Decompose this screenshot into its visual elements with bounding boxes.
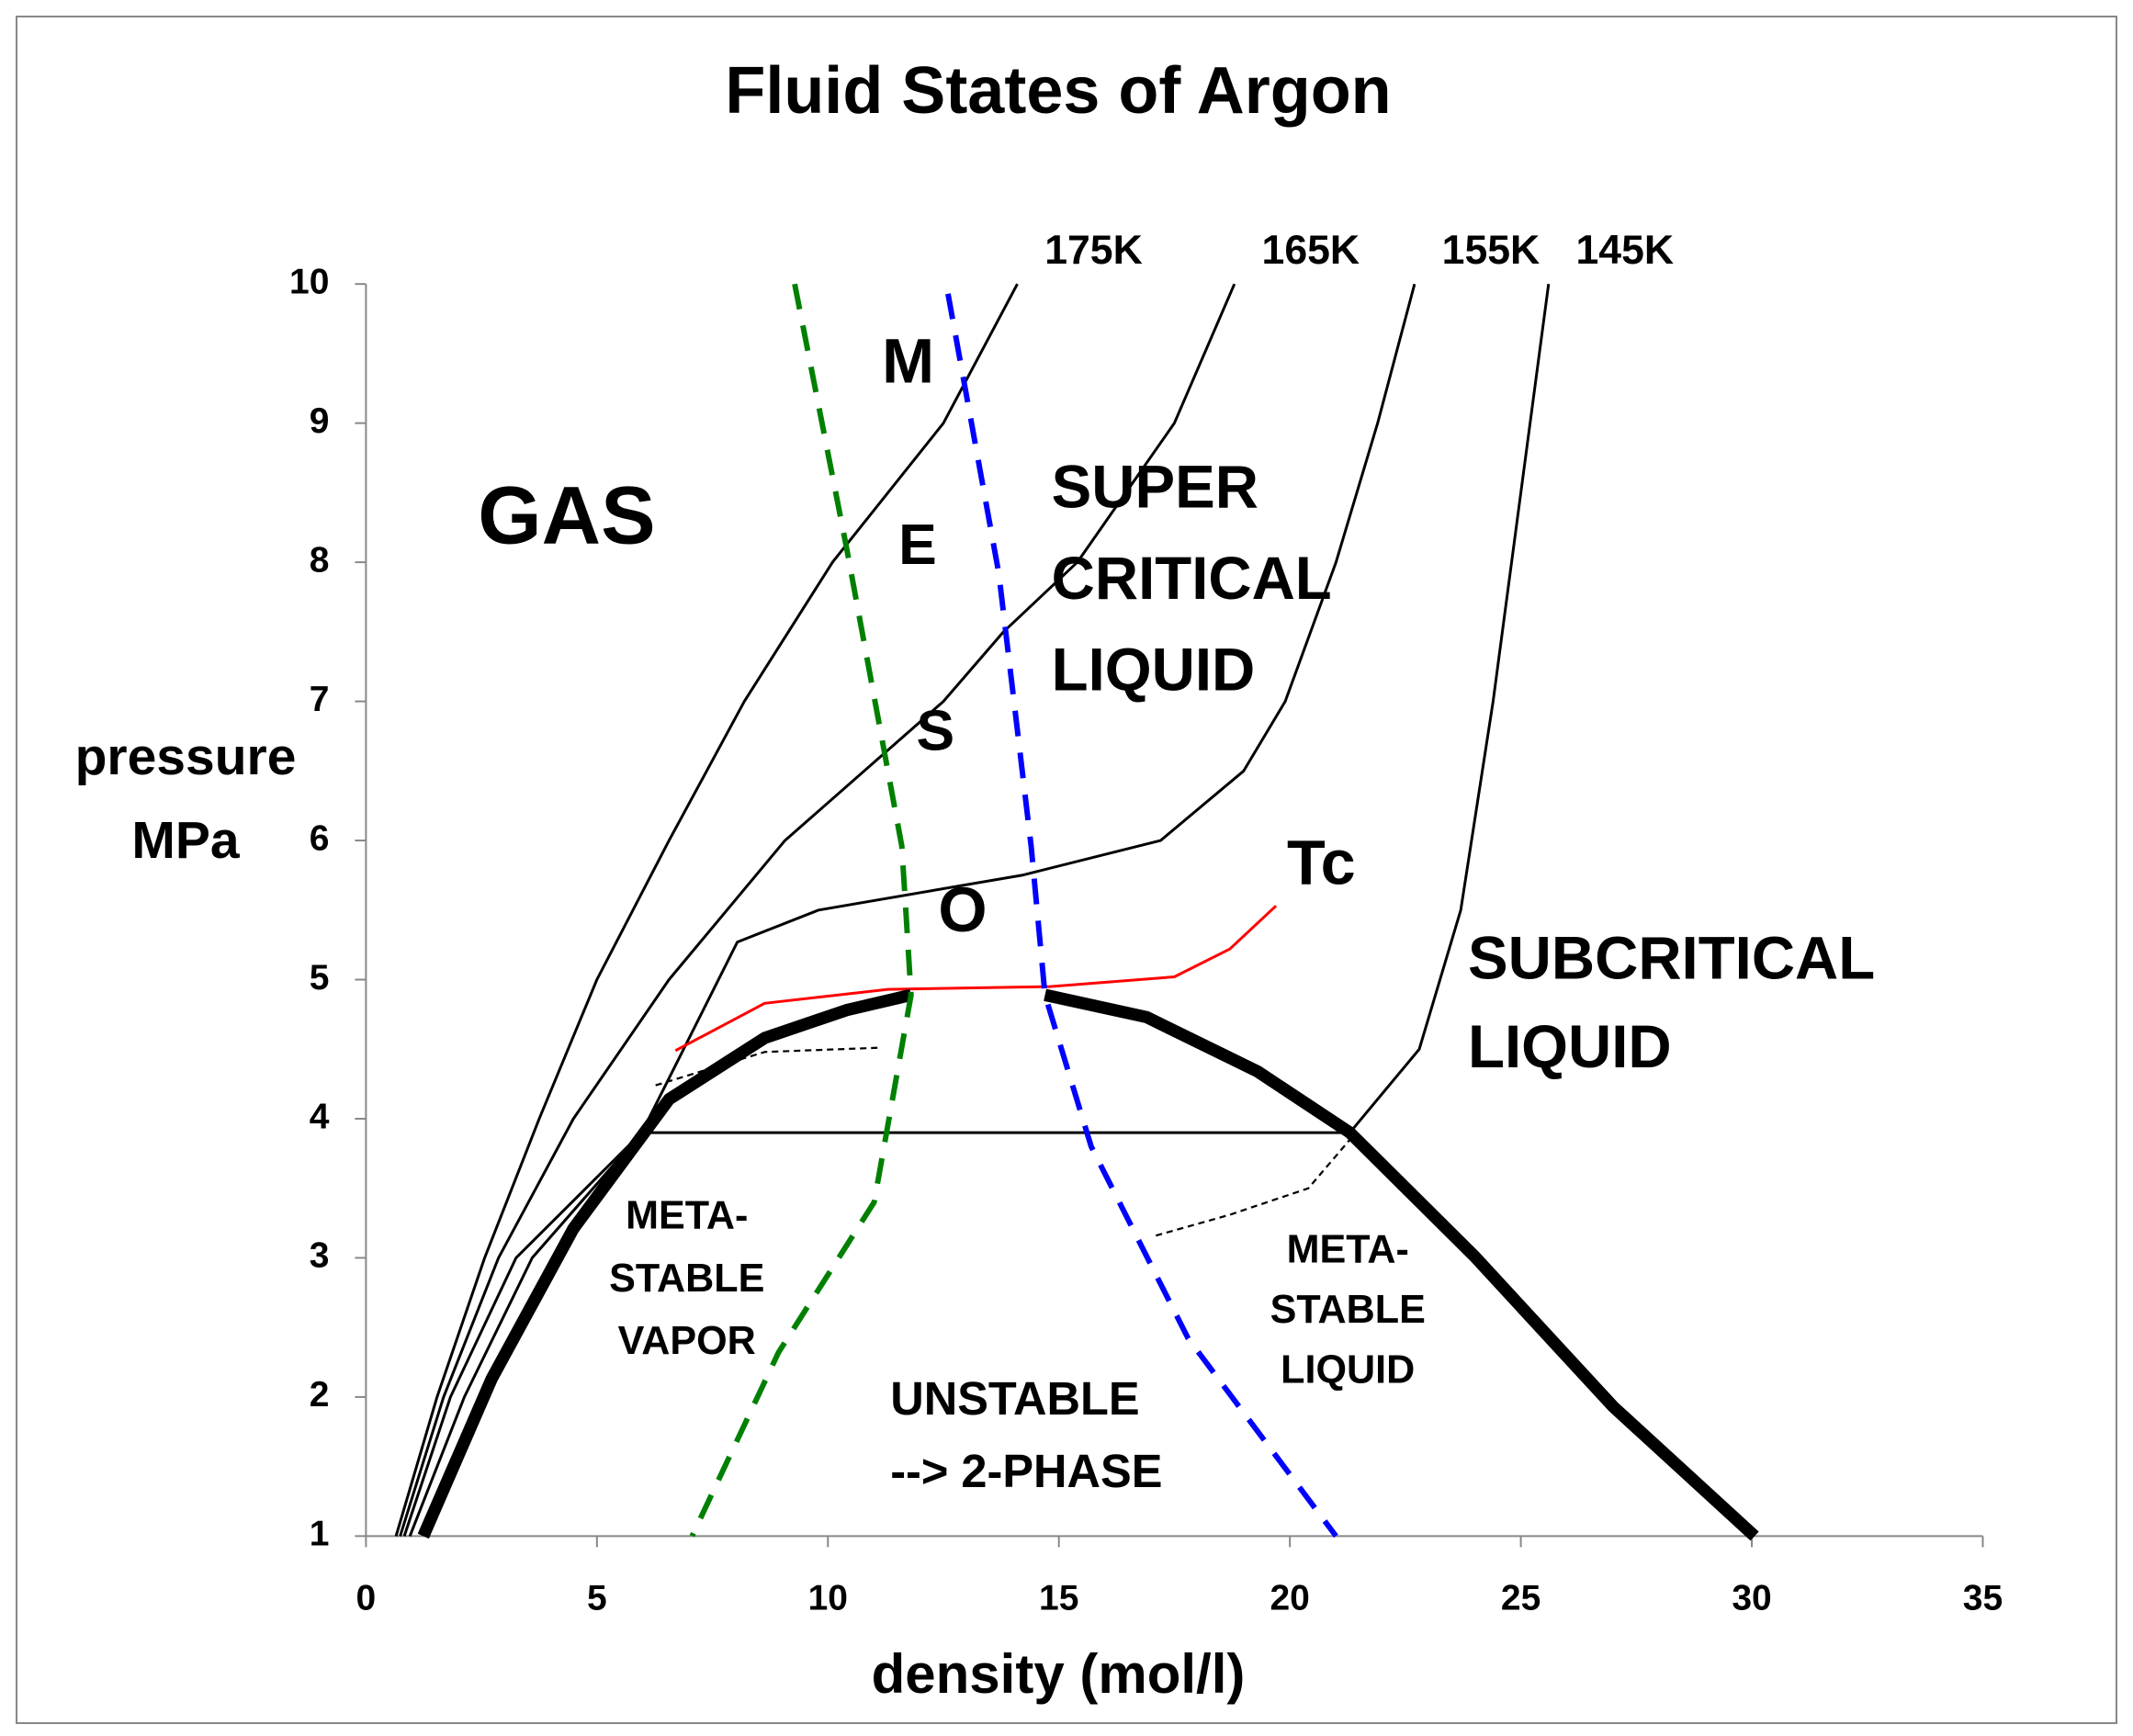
- series-line: [655, 1046, 879, 1087]
- annotation: LIQUID: [1052, 637, 1256, 704]
- y-tick-label: 9: [310, 401, 330, 441]
- x-tick-label: 15: [1039, 1579, 1078, 1618]
- annotation: SUBCRITICAL: [1468, 924, 1875, 991]
- series-label: 165K: [1262, 228, 1360, 273]
- annotation: --> 2-PHASE: [890, 1445, 1162, 1497]
- series-line: [689, 283, 914, 1538]
- series-line: [1044, 988, 1759, 1541]
- series-line: [408, 284, 1551, 1537]
- series-line: [402, 283, 1416, 1537]
- y-tick-label: 2: [310, 1375, 330, 1415]
- x-tick-label: 20: [1270, 1579, 1309, 1618]
- annotation: GAS: [478, 468, 655, 560]
- series-label: 145K: [1576, 228, 1675, 273]
- annotation: CRITICAL: [1052, 545, 1332, 612]
- y-tick-label: 8: [310, 540, 330, 580]
- series-line: [945, 293, 1338, 1539]
- chart-title: Fluid States of Argon: [725, 54, 1391, 128]
- x-tick-label: 10: [808, 1579, 848, 1618]
- series-line: [674, 905, 1278, 1053]
- annotation: S: [916, 698, 954, 762]
- annotation: STABLE: [1270, 1288, 1426, 1332]
- series-line: [417, 988, 913, 1539]
- y-tick-label: 6: [310, 818, 330, 858]
- y-tick-label: 3: [310, 1236, 330, 1276]
- annotation: SUPER: [1052, 453, 1258, 520]
- series-line: [399, 283, 1236, 1537]
- series-line: [1155, 1138, 1351, 1237]
- x-tick-label: 5: [587, 1579, 607, 1618]
- y-tick-label: 4: [310, 1097, 330, 1136]
- y-axis-label: pressure: [75, 727, 297, 786]
- y-tick-label: 1: [310, 1515, 330, 1554]
- y-tick-label: 10: [289, 263, 329, 302]
- annotation: M: [882, 326, 934, 396]
- series-label: 155K: [1442, 228, 1540, 273]
- y-axis-label: MPa: [131, 811, 241, 870]
- annotation: O: [938, 875, 987, 945]
- x-tick-label: 0: [356, 1579, 377, 1618]
- x-tick-label: 35: [1963, 1579, 2003, 1618]
- series-label: Tc: [1287, 829, 1356, 898]
- annotation: LIQUID: [1468, 1013, 1672, 1080]
- y-tick-label: 5: [310, 958, 330, 998]
- annotation: UNSTABLE: [890, 1372, 1139, 1425]
- series-label: 175K: [1044, 228, 1143, 273]
- annotation: E: [898, 513, 937, 577]
- annotation: META-: [1287, 1228, 1409, 1272]
- annotation: META-: [626, 1193, 748, 1237]
- annotation: VAPOR: [618, 1319, 756, 1363]
- x-axis-label: density (mol/l): [872, 1643, 1246, 1705]
- x-tick-label: 25: [1501, 1579, 1540, 1618]
- y-tick-label: 7: [310, 680, 330, 719]
- annotation: LIQUID: [1281, 1347, 1415, 1392]
- annotation: STABLE: [609, 1257, 764, 1301]
- series-line: [394, 283, 1019, 1537]
- x-tick-label: 30: [1732, 1579, 1771, 1618]
